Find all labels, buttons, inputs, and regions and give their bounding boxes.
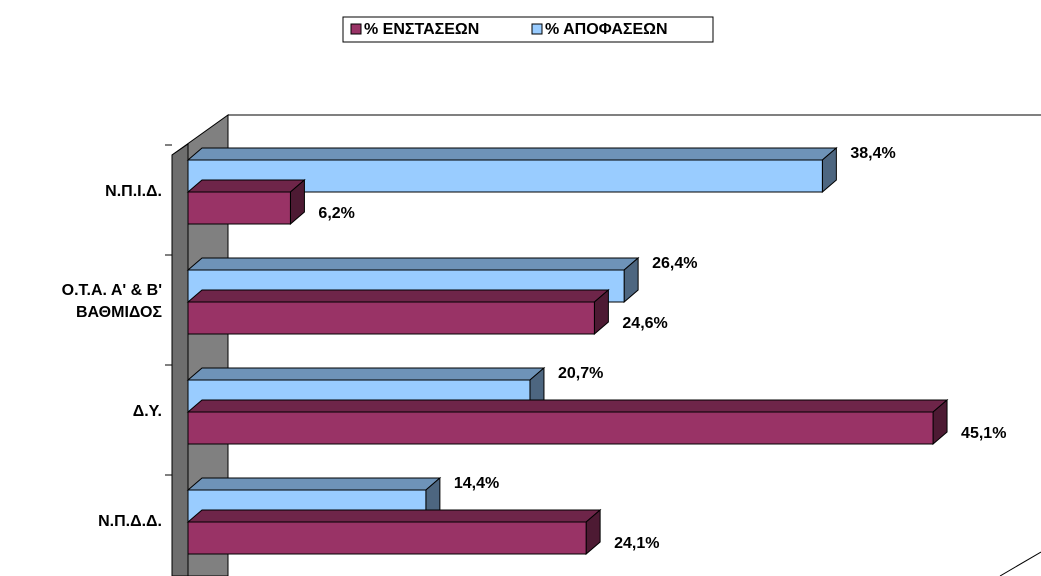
legend-label: % ΕΝΣΤΑΣΕΩΝ: [364, 21, 479, 38]
bar-top: [186, 367, 546, 381]
category-label: Ν.Π.Δ.Δ.: [98, 513, 162, 530]
value-label: 45,1%: [961, 425, 1006, 442]
value-label: 26,4%: [652, 255, 697, 272]
legend-swatch: [531, 23, 543, 35]
side-wall-edge: [171, 143, 189, 576]
bar: [187, 411, 934, 445]
bar-top: [186, 147, 838, 161]
category-label: Ο.Τ.Α. Α' & Β' ΒΑΘΜΙΔΟΣ: [61, 282, 162, 321]
bar: [187, 521, 587, 555]
bar: [187, 191, 291, 225]
value-label: 24,6%: [622, 315, 667, 332]
bar-top: [186, 477, 442, 491]
bar-top: [186, 257, 640, 271]
legend-label: % ΑΠΟΦΑΣΕΩΝ: [545, 21, 668, 38]
bar-top: [186, 289, 610, 303]
category-label: Ν.Π.Ι.Δ.: [105, 183, 162, 200]
legend-box: [342, 16, 714, 43]
bar-top: [186, 509, 602, 523]
legend-swatch: [350, 23, 362, 35]
category-label: Δ.Υ.: [132, 403, 162, 420]
value-label: 6,2%: [318, 205, 354, 222]
bar: [187, 301, 595, 335]
bar-top: [186, 179, 306, 193]
value-label: 38,4%: [850, 145, 895, 162]
value-label: 14,4%: [454, 475, 499, 492]
value-label: 24,1%: [614, 535, 659, 552]
value-label: 20,7%: [558, 365, 603, 382]
floor-edge: [999, 551, 1041, 576]
bar-top: [186, 399, 949, 413]
